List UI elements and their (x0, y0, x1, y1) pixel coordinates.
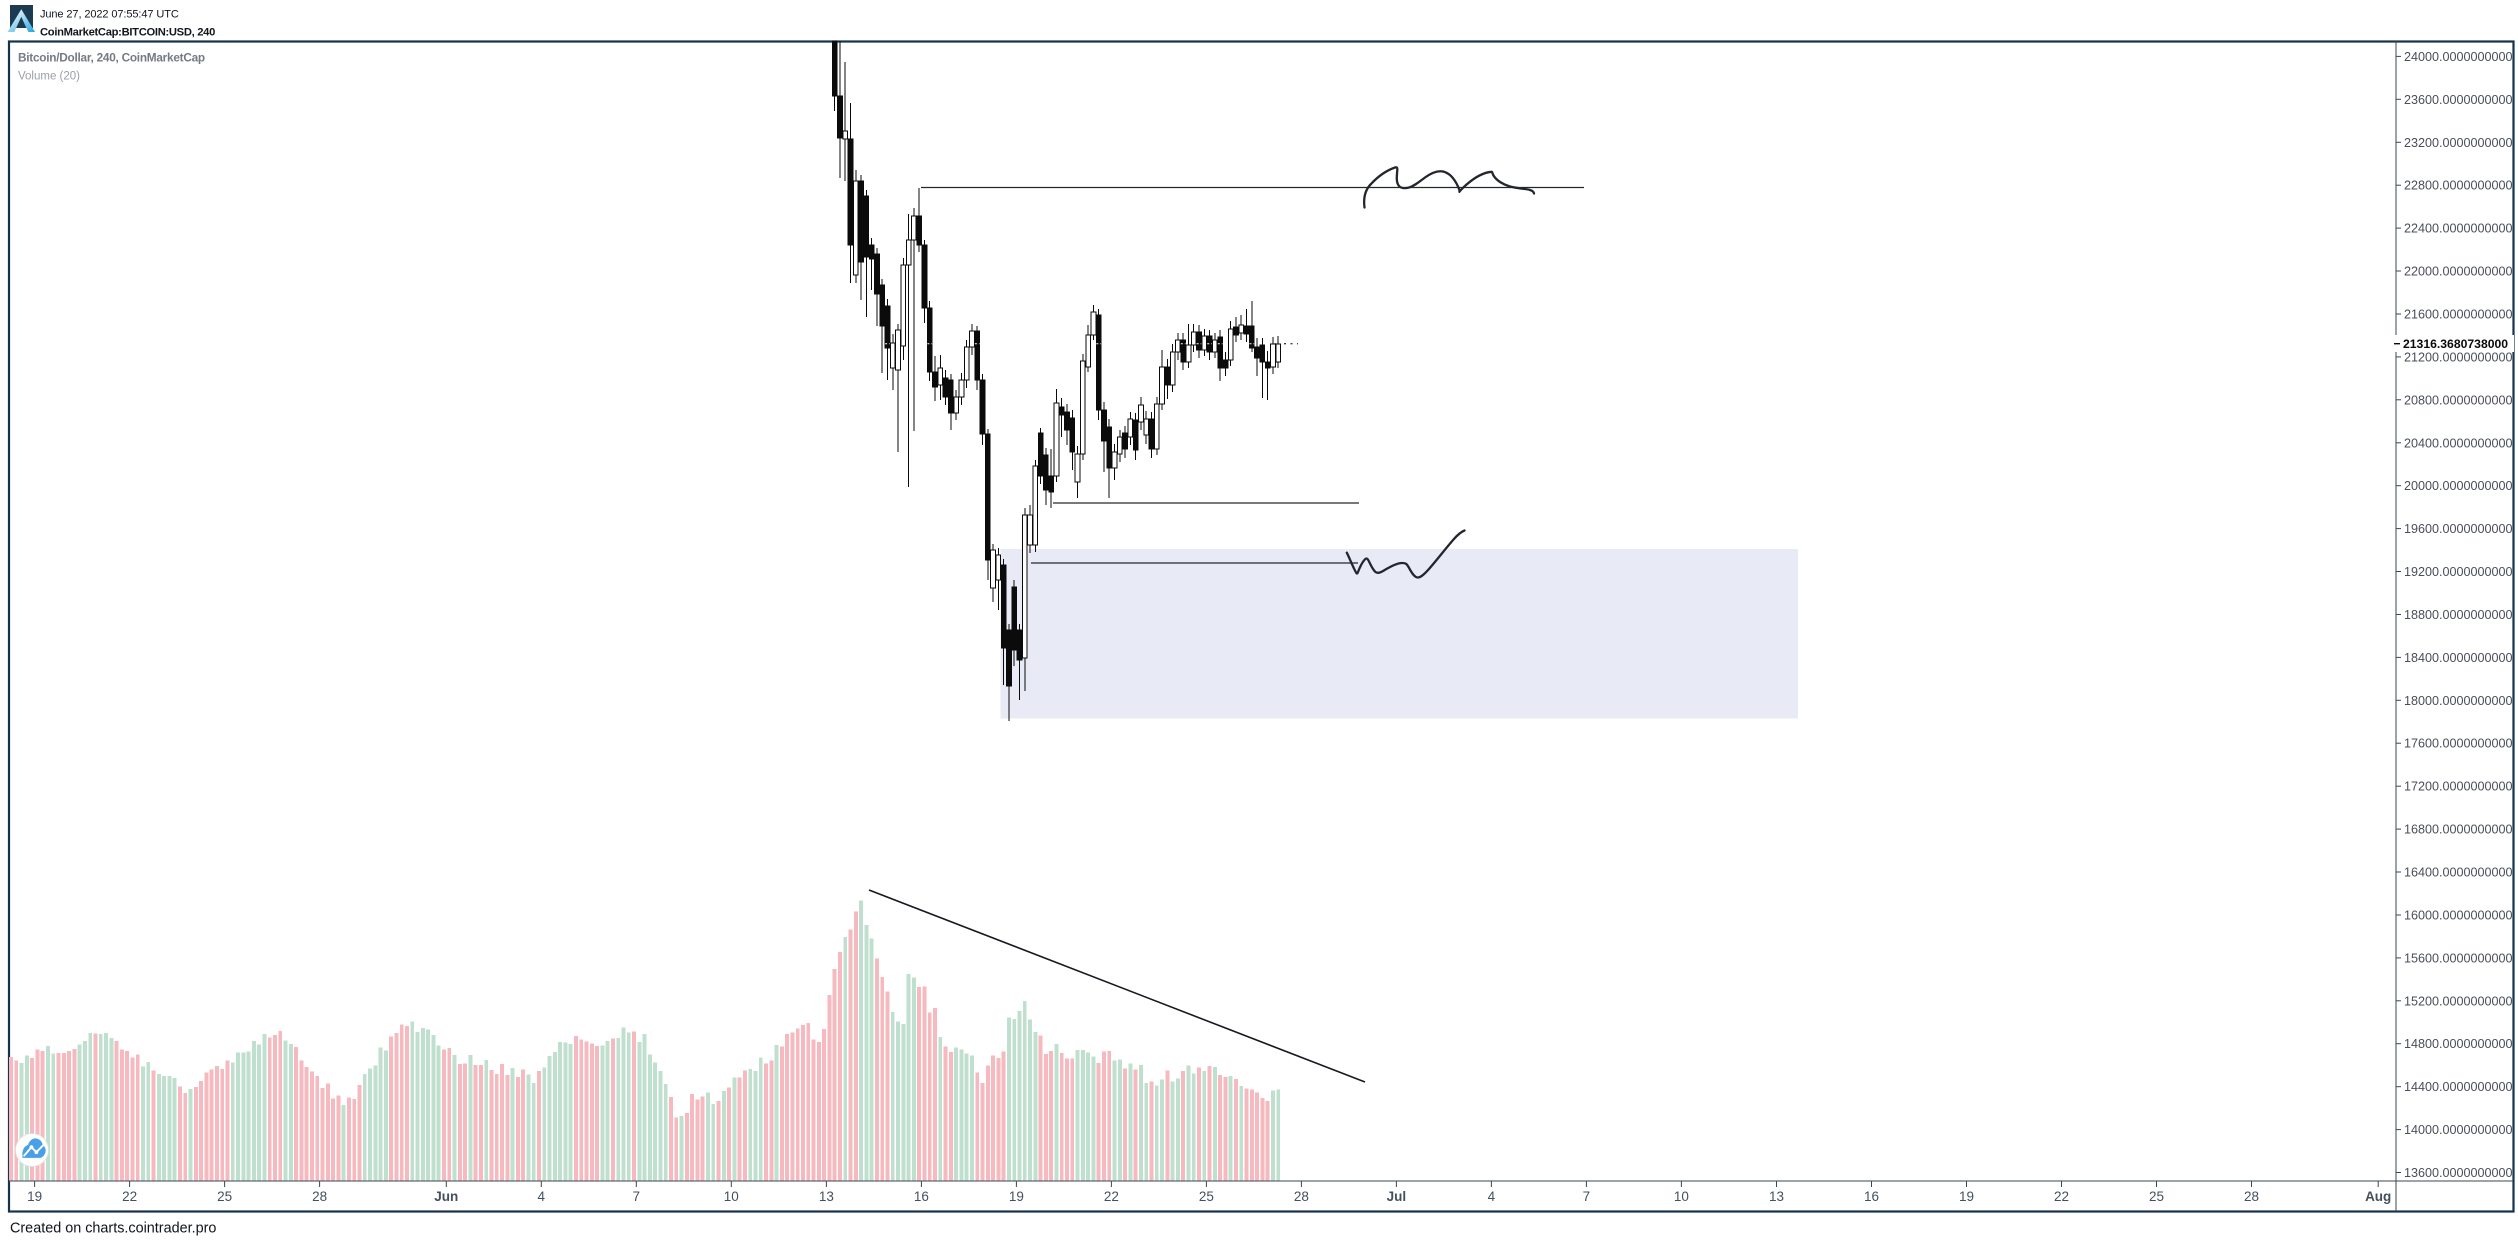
svg-text:20000.0000000000: 20000.0000000000 (2404, 479, 2513, 493)
svg-text:23200.0000000000: 23200.0000000000 (2404, 136, 2513, 150)
svg-text:19200.0000000000: 19200.0000000000 (2404, 565, 2513, 579)
svg-text:4: 4 (1488, 1189, 1496, 1204)
svg-text:14800.0000000000: 14800.0000000000 (2404, 1037, 2513, 1051)
svg-text:20400.0000000000: 20400.0000000000 (2404, 436, 2513, 450)
svg-text:13600.0000000000: 13600.0000000000 (2404, 1166, 2513, 1180)
svg-text:22800.0000000000: 22800.0000000000 (2404, 179, 2513, 193)
svg-text:18400.0000000000: 18400.0000000000 (2404, 651, 2513, 665)
svg-text:21600.0000000000: 21600.0000000000 (2404, 308, 2513, 322)
svg-text:7: 7 (633, 1189, 641, 1204)
svg-text:Aug: Aug (2365, 1189, 2391, 1204)
svg-text:25: 25 (2149, 1189, 2164, 1204)
svg-text:24000.0000000000: 24000.0000000000 (2404, 50, 2513, 64)
svg-text:18800.0000000000: 18800.0000000000 (2404, 608, 2513, 622)
svg-text:17600.0000000000: 17600.0000000000 (2404, 737, 2513, 751)
svg-text:CoinMarketCap:BITCOIN:USD, 240: CoinMarketCap:BITCOIN:USD, 240 (40, 27, 215, 39)
svg-text:22: 22 (122, 1189, 137, 1204)
svg-text:19: 19 (27, 1189, 42, 1204)
svg-text:4: 4 (538, 1189, 546, 1204)
svg-text:13: 13 (819, 1189, 834, 1204)
svg-text:Volume (20): Volume (20) (18, 71, 80, 83)
svg-text:10: 10 (724, 1189, 739, 1204)
svg-text:13: 13 (1769, 1189, 1784, 1204)
svg-text:16800.0000000000: 16800.0000000000 (2404, 823, 2513, 837)
svg-text:10: 10 (1674, 1189, 1689, 1204)
svg-text:22000.0000000000: 22000.0000000000 (2404, 265, 2513, 279)
svg-text:22: 22 (1104, 1189, 1119, 1204)
svg-text:28: 28 (2244, 1189, 2259, 1204)
svg-text:21200.0000000000: 21200.0000000000 (2404, 350, 2513, 364)
svg-text:22: 22 (2054, 1189, 2069, 1204)
svg-text:16: 16 (1864, 1189, 1879, 1204)
svg-text:22400.0000000000: 22400.0000000000 (2404, 222, 2513, 236)
svg-text:15200.0000000000: 15200.0000000000 (2404, 994, 2513, 1008)
svg-text:17200.0000000000: 17200.0000000000 (2404, 780, 2513, 794)
svg-text:16000.0000000000: 16000.0000000000 (2404, 909, 2513, 923)
svg-text:23600.0000000000: 23600.0000000000 (2404, 93, 2513, 107)
svg-text:28: 28 (1294, 1189, 1309, 1204)
svg-text:28: 28 (312, 1189, 327, 1204)
svg-text:19: 19 (1959, 1189, 1974, 1204)
svg-text:21316.3680738000: 21316.3680738000 (2403, 337, 2508, 351)
svg-text:15600.0000000000: 15600.0000000000 (2404, 951, 2513, 965)
svg-text:19600.0000000000: 19600.0000000000 (2404, 522, 2513, 536)
svg-text:25: 25 (1199, 1189, 1214, 1204)
svg-text:Jul: Jul (1387, 1189, 1407, 1204)
svg-text:19: 19 (1009, 1189, 1024, 1204)
svg-text:20800.0000000000: 20800.0000000000 (2404, 393, 2513, 407)
svg-text:16400.0000000000: 16400.0000000000 (2404, 866, 2513, 880)
svg-text:25: 25 (217, 1189, 232, 1204)
svg-text:Jun: Jun (434, 1189, 458, 1204)
svg-text:7: 7 (1583, 1189, 1591, 1204)
svg-text:14400.0000000000: 14400.0000000000 (2404, 1080, 2513, 1094)
svg-text:14000.0000000000: 14000.0000000000 (2404, 1123, 2513, 1137)
svg-text:June 27, 2022 07:55:47 UTC: June 27, 2022 07:55:47 UTC (40, 9, 179, 21)
svg-text:18000.0000000000: 18000.0000000000 (2404, 694, 2513, 708)
svg-text:16: 16 (914, 1189, 929, 1204)
svg-text:Created on charts.cointrader.p: Created on charts.cointrader.pro (10, 1221, 216, 1237)
svg-text:Bitcoin/Dollar, 240, CoinMarke: Bitcoin/Dollar, 240, CoinMarketCap (18, 51, 205, 65)
